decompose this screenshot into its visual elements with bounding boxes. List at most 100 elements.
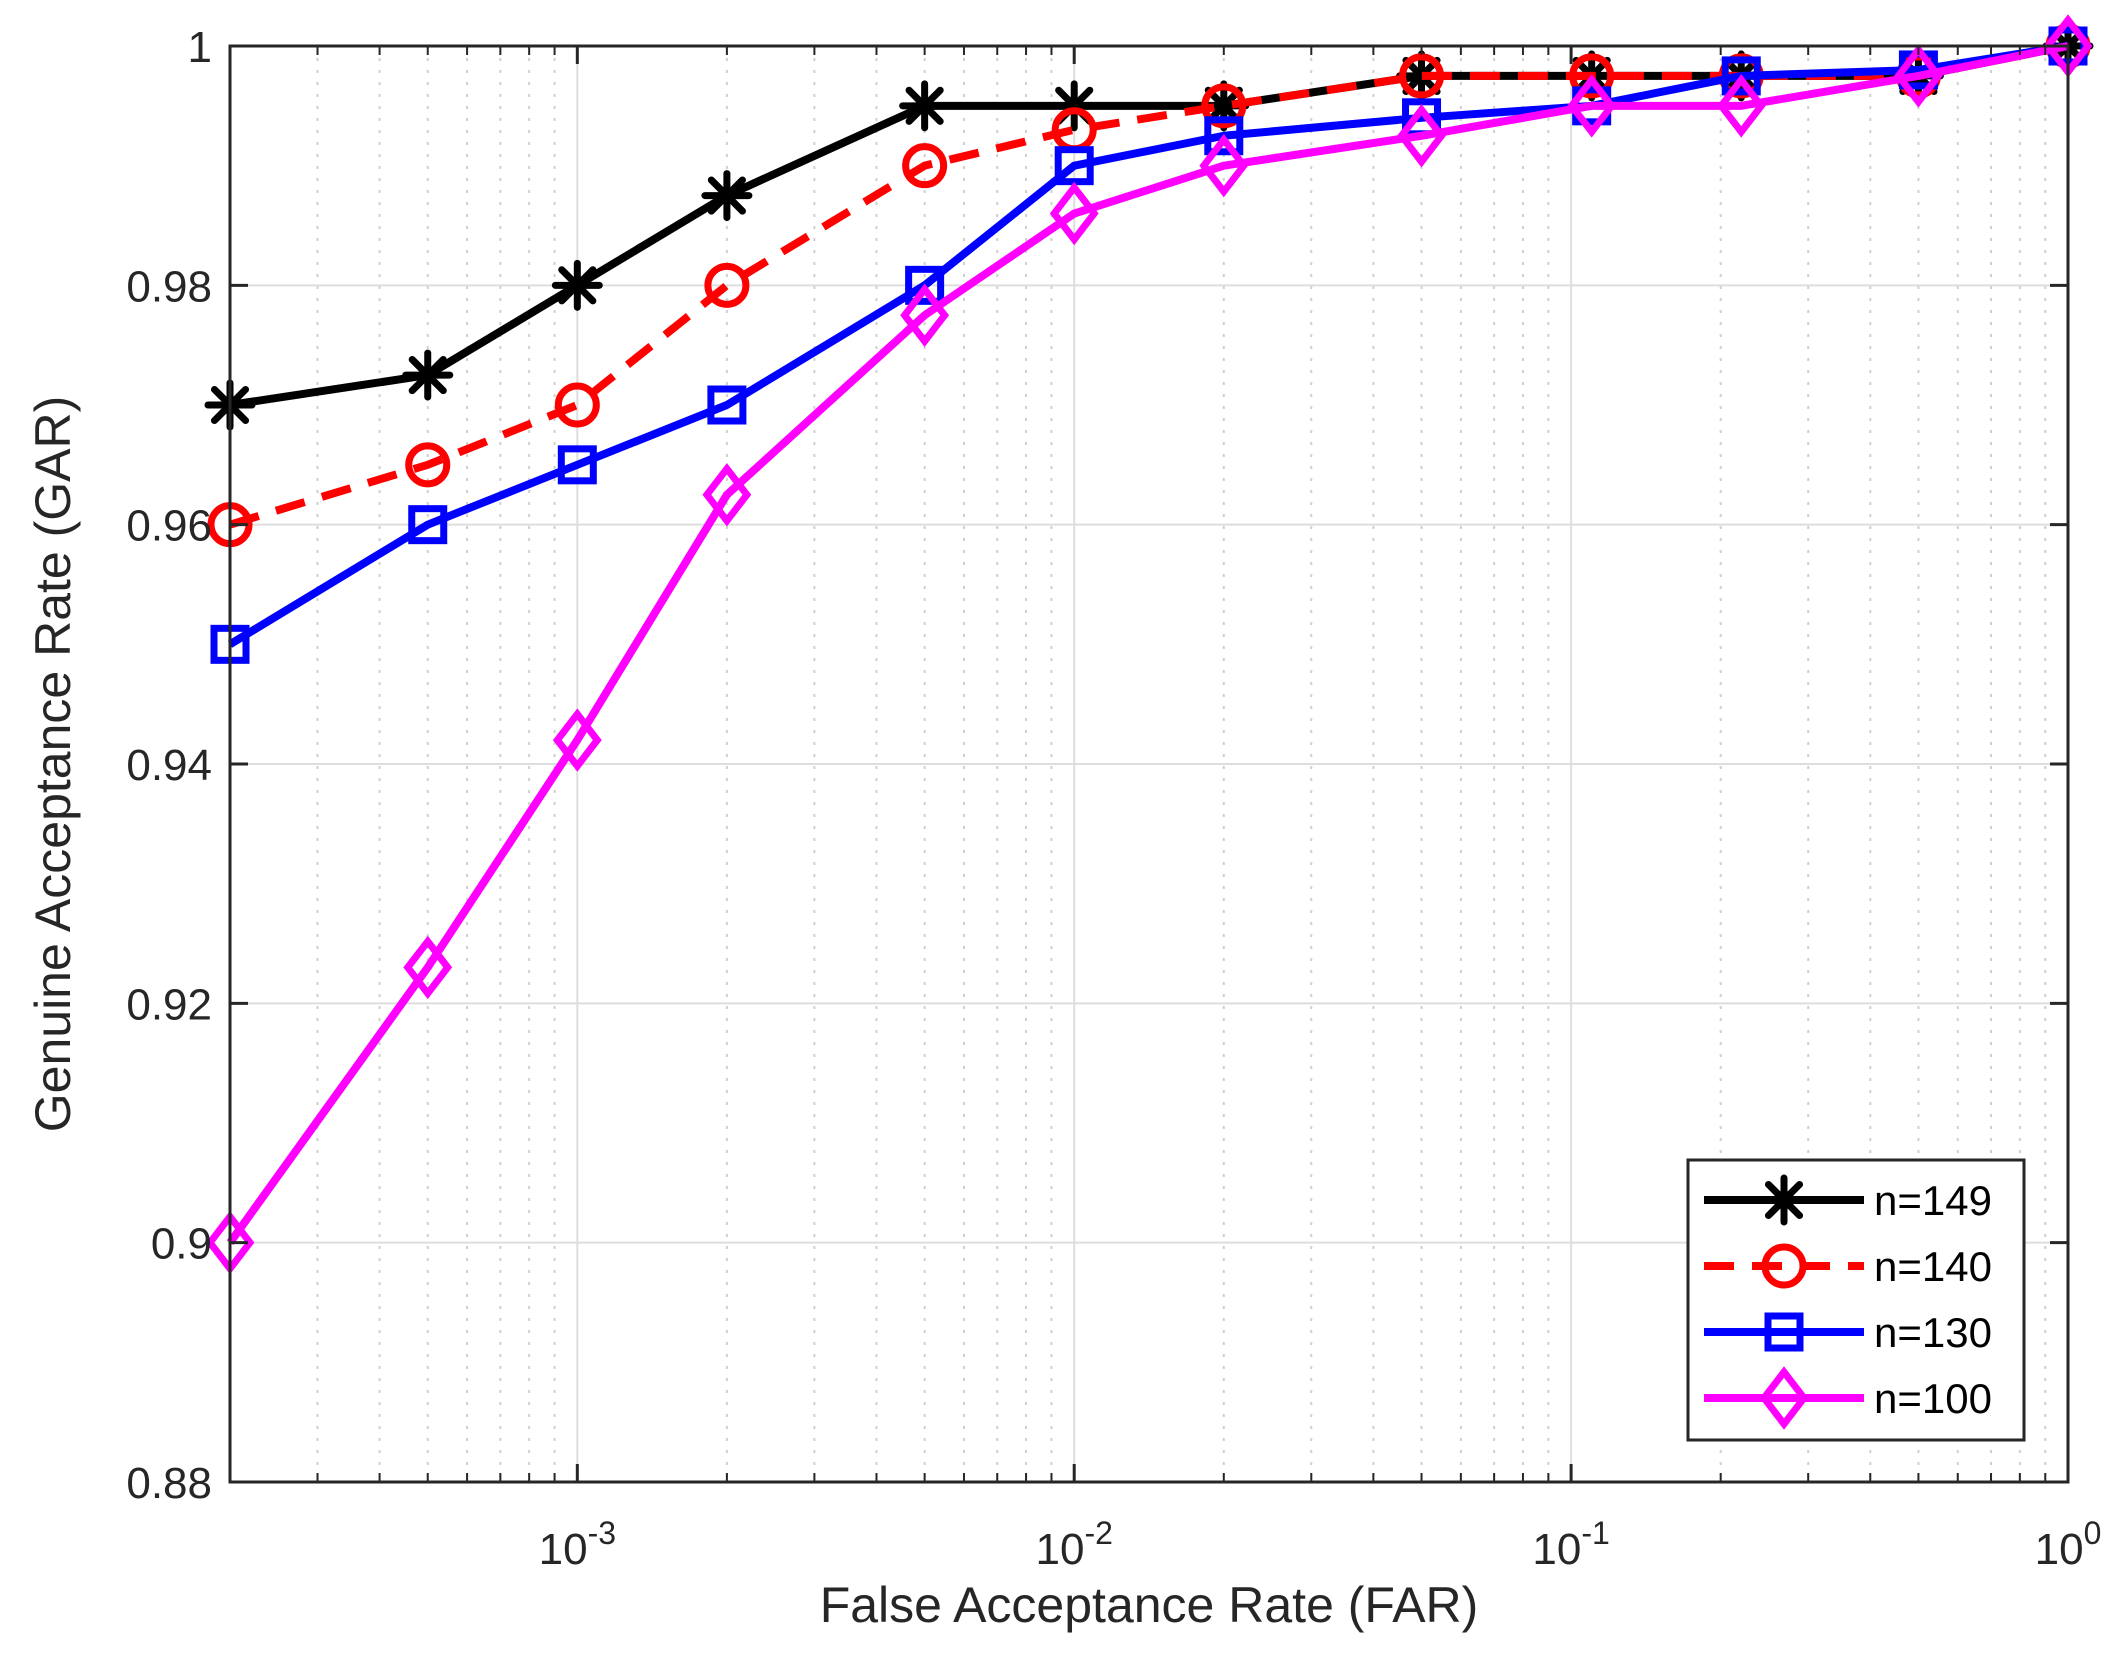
data-point: [552, 708, 602, 772]
diamond-outline: [1716, 74, 1766, 138]
circle-outline: [1761, 1243, 1807, 1289]
diamond-outline: [1759, 1366, 1809, 1430]
data-point: [554, 382, 600, 428]
data-point: [1569, 53, 1615, 99]
diamond-outline: [403, 935, 453, 1000]
circle-outline: [704, 262, 750, 308]
data-point: [1716, 74, 1766, 138]
diamond-outline: [1049, 181, 1099, 246]
data-point: [701, 170, 753, 222]
circle-outline: [1569, 53, 1615, 99]
series-line: [227, 42, 2069, 648]
square-outline: [557, 445, 597, 485]
x-axis-label: False Acceptance Rate (FAR): [820, 1577, 1479, 1633]
legend-label: n=149: [1874, 1177, 1992, 1224]
data-point: [402, 349, 454, 401]
asterisk-stroke: [905, 86, 944, 125]
x-tick-base: 10: [539, 1525, 588, 1574]
asterisk-stroke: [1764, 1180, 1804, 1220]
y-tick-label: 0.92: [126, 980, 212, 1029]
data-point: [707, 385, 747, 425]
x-tick-base: 10: [1036, 1525, 1085, 1574]
data-point: [1201, 83, 1247, 129]
data-point: [1721, 56, 1761, 96]
asterisk-stroke: [1402, 56, 1441, 95]
axis-ticks: [230, 44, 2070, 1484]
legend-marker: [1759, 1366, 1809, 1430]
square-outline: [408, 505, 448, 545]
x-tick-label: 10-2: [1036, 1515, 1113, 1574]
series-group: [204, 14, 2094, 1275]
y-tick-label: 0.96: [126, 502, 212, 551]
x-tick-label: 100: [2035, 1515, 2102, 1574]
legend-label: n=100: [1874, 1375, 1992, 1422]
data-point: [1399, 53, 1445, 99]
legend-marker: [1764, 1312, 1804, 1352]
diamond-outline: [702, 463, 752, 527]
diamond-outline: [1894, 44, 1943, 108]
data-point: [900, 283, 950, 347]
data-point: [551, 259, 603, 311]
x-tick-base: 10: [2035, 1525, 2084, 1574]
legend-marker: [1758, 1174, 1810, 1226]
y-tick-label: 0.94: [126, 741, 212, 790]
square-outline: [1764, 1312, 1804, 1352]
series-line: [226, 42, 2069, 1246]
legend-label: n=130: [1874, 1309, 1992, 1356]
data-point: [905, 265, 945, 305]
data-point: [405, 442, 451, 488]
circle-outline: [1399, 53, 1445, 99]
data-point: [1396, 50, 1448, 102]
x-tick-exponent: 0: [2084, 1515, 2102, 1551]
legend-entry-n=130: n=130: [1704, 1309, 1992, 1356]
data-point: [1397, 104, 1446, 168]
data-point: [1054, 146, 1094, 186]
data-point: [899, 80, 951, 132]
square-outline: [905, 265, 945, 305]
asterisk-stroke: [408, 356, 447, 395]
diamond-outline: [1199, 133, 1249, 198]
x-tick-exponent: -2: [1084, 1515, 1112, 1551]
square-outline: [1721, 56, 1761, 96]
square-outline: [1204, 116, 1244, 156]
square-outline: [707, 385, 747, 425]
x-tick-labels: 10-3 10-2 10-1 100: [539, 1515, 2102, 1574]
asterisk-stroke: [707, 176, 746, 215]
x-tick-base: 10: [1532, 1525, 1581, 1574]
data-point: [403, 935, 453, 1000]
data-point: [1204, 116, 1244, 156]
data-point: [1567, 74, 1617, 138]
legend-entry-n=140: n=140: [1704, 1243, 1992, 1290]
x-tick-exponent: -1: [1581, 1515, 1609, 1551]
legend: n=149 n=140 n=130 n=100: [1686, 1158, 2026, 1442]
data-point: [702, 463, 752, 527]
legend-entry-n=149: n=149: [1704, 1174, 1992, 1226]
diamond-outline: [552, 708, 602, 772]
diamond-outline: [1567, 74, 1617, 138]
x-tick-label: 10-3: [539, 1515, 616, 1574]
y-tick-label: 0.98: [126, 262, 212, 311]
data-point: [1049, 181, 1099, 246]
data-point: [408, 505, 448, 545]
legend-entry-n=100: n=100: [1704, 1366, 1992, 1430]
circle-outline: [902, 143, 948, 189]
diamond-outline: [900, 283, 950, 347]
diamond-outline: [1397, 104, 1446, 168]
legend-box: [1686, 1158, 2026, 1442]
x-tick-label: 10-1: [1532, 1515, 1609, 1574]
y-tick-label: 0.9: [151, 1220, 212, 1269]
legend-label: n=140: [1874, 1243, 1992, 1290]
square-outline: [1054, 146, 1094, 186]
circle-outline: [405, 442, 451, 488]
data-point: [902, 143, 948, 189]
asterisk-stroke: [1204, 86, 1243, 125]
y-axis-label: Genuine Acceptance Rate (GAR): [25, 396, 81, 1133]
circle-outline: [1201, 83, 1247, 129]
data-point: [557, 445, 597, 485]
x-tick-exponent: -3: [588, 1515, 616, 1551]
data-point: [1199, 133, 1249, 198]
asterisk-stroke: [558, 266, 597, 305]
circle-outline: [554, 382, 600, 428]
y-tick-label: 0.88: [126, 1459, 212, 1508]
